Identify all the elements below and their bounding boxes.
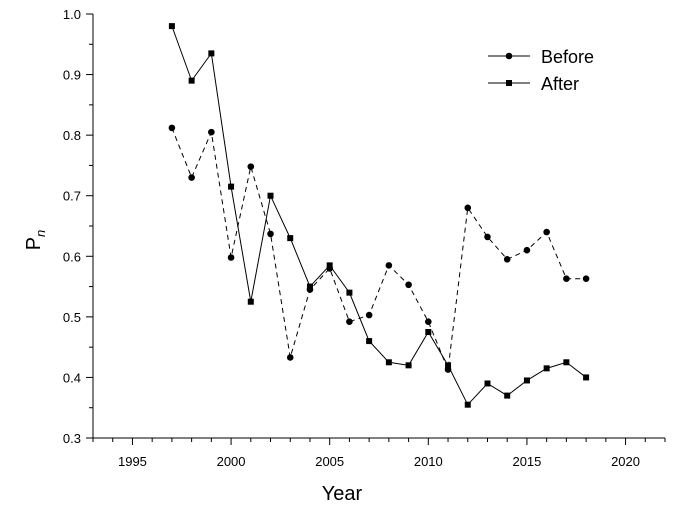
data-point-before: [365, 311, 373, 319]
data-point-after: [464, 401, 471, 408]
x-tick-label: 2010: [414, 454, 443, 469]
data-point-before: [405, 281, 412, 289]
x-tick-label: 2005: [315, 454, 344, 469]
x-axis-label: Year: [322, 483, 363, 505]
x-tick-label: 2020: [611, 454, 640, 469]
data-point-before: [227, 254, 235, 261]
legend-item-before: Before: [488, 47, 594, 67]
data-point-after: [168, 23, 175, 30]
data-point-before: [188, 174, 195, 181]
data-point-after: [208, 50, 215, 57]
data-point-before: [543, 228, 550, 236]
y-tick-label: 0.7: [63, 189, 81, 204]
data-point-after: [405, 362, 412, 369]
data-point-before: [267, 230, 274, 238]
y-tick-label: 0.5: [63, 310, 81, 325]
data-point-after: [543, 365, 550, 372]
data-point-after: [287, 235, 294, 242]
legend: Before After: [488, 47, 594, 94]
data-point-after: [366, 338, 373, 345]
series-line-before: [171, 127, 587, 372]
data-point-after: [484, 380, 491, 387]
data-point-after: [583, 374, 590, 381]
series-before: [168, 124, 590, 373]
data-point-after: [425, 329, 432, 335]
y-axis-label-main: P: [23, 237, 45, 250]
data-point-after: [306, 283, 313, 290]
data-point-before: [425, 318, 432, 326]
data-point-before: [168, 124, 176, 132]
x-tick-label: 2015: [512, 454, 541, 469]
legend-label-after: After: [541, 74, 579, 94]
data-point-before: [503, 256, 511, 263]
y-tick-label: 0.4: [63, 370, 81, 385]
data-point-after: [326, 262, 333, 269]
data-point-after: [247, 298, 254, 305]
data-point-before: [484, 233, 491, 241]
x-tick-label: 2000: [217, 454, 246, 469]
data-point-before: [346, 318, 353, 326]
legend-marker-before: [505, 52, 513, 60]
legend-marker-after: [506, 80, 512, 86]
y-tick-label: 0.8: [63, 128, 81, 143]
data-point-before: [523, 246, 531, 254]
y-tick-label: 0.3: [63, 431, 81, 446]
data-point-after: [228, 183, 235, 190]
data-point-after: [504, 392, 511, 399]
data-point-before: [563, 275, 570, 282]
legend-label-before: Before: [541, 47, 594, 67]
series-after: [168, 23, 590, 408]
x-tick-label: 1995: [118, 454, 147, 469]
data-point-before: [464, 204, 472, 212]
data-point-after: [523, 377, 530, 384]
data-point-after: [346, 289, 353, 296]
y-axis-label-subscript: n: [33, 230, 48, 237]
legend-item-after: After: [488, 74, 579, 94]
y-tick-label: 1.0: [63, 7, 81, 22]
data-point-before: [385, 262, 393, 269]
data-point-after: [445, 362, 452, 369]
y-axis-label: Pn: [23, 230, 48, 251]
data-point-after: [385, 359, 392, 366]
y-tick-label: 0.6: [63, 249, 81, 264]
series-line-after: [171, 25, 587, 406]
axes: 1995 2000 2005 2010 2015 2020 0.3 0.4 0.5 0.6 0.7 0…: [63, 7, 666, 469]
data-point-after: [267, 192, 274, 199]
data-point-before: [208, 128, 215, 136]
series-layer: [168, 23, 590, 408]
data-point-before: [582, 275, 590, 282]
data-point-before: [247, 163, 255, 170]
data-point-after: [188, 77, 195, 84]
data-point-before: [286, 354, 294, 361]
y-tick-label: 0.9: [63, 68, 81, 83]
data-point-after: [563, 359, 570, 366]
